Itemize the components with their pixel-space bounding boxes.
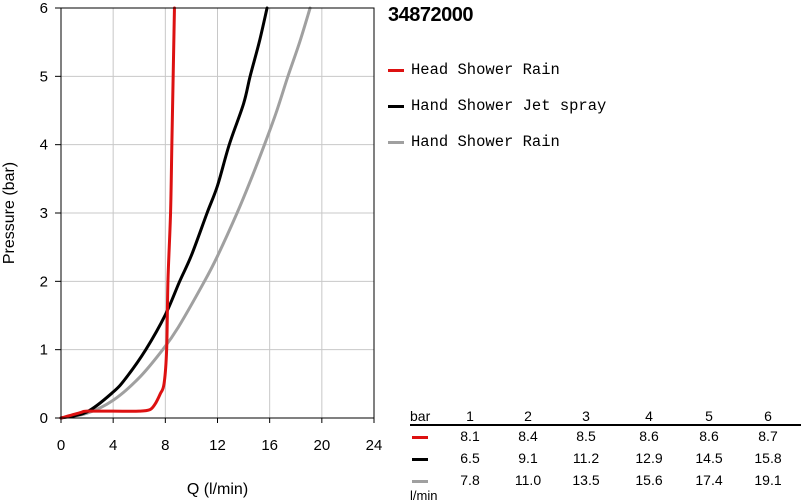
table-row: 7.8 11.0 13.5 15.6 17.4 19.1: [410, 470, 801, 492]
x-tick-label: 0: [57, 437, 65, 454]
table-cell: 17.4: [695, 472, 723, 488]
x-tick-label: 20: [313, 437, 330, 454]
table-header-cell: 4: [645, 408, 653, 424]
x-tick-label: 4: [109, 437, 117, 454]
legend-label: Head Shower Rain: [411, 61, 560, 79]
table-cell: 7.8: [460, 472, 480, 488]
y-axis-label: Pressure (bar): [1, 162, 18, 264]
table-row-swatch: [412, 436, 428, 439]
table-cell: 11.0: [514, 472, 542, 488]
legend-label: Hand Shower Jet spray: [411, 97, 607, 115]
pressure-unit-label: bar: [410, 408, 431, 424]
table-row-swatch: [412, 480, 428, 483]
table-cell: 8.4: [518, 428, 538, 444]
table-cell: 9.1: [518, 450, 538, 466]
table-cell: 6.5: [460, 450, 480, 466]
y-tick-labels: 0 1 2 3 4 5 6: [40, 0, 61, 427]
chart-grid: [60, 7, 375, 419]
table-header-cell: 3: [582, 408, 590, 424]
table-cell: 8.7: [758, 428, 778, 444]
x-tick-label: 24: [366, 437, 383, 454]
table-cell: 15.6: [635, 472, 663, 488]
x-tick-label: 12: [209, 437, 226, 454]
series-line-hand-shower-rain: [59, 6, 312, 420]
table-cell: 8.6: [699, 428, 719, 444]
table-cell: 8.6: [639, 428, 659, 444]
legend-swatch: [388, 68, 404, 72]
x-tick-label: 8: [161, 437, 169, 454]
chart-title: 34872000: [388, 4, 473, 26]
table-header-row: bar 1 2 3 4 5 6: [410, 406, 801, 426]
y-tick-label: 6: [40, 0, 48, 17]
x-axis-label: Q (l/min): [187, 481, 248, 498]
y-tick-label: 4: [40, 137, 48, 154]
chart-series-layer: [59, 6, 312, 420]
series-line-head-shower-rain: [59, 6, 176, 420]
x-tick-labels: 0 4 8 12 16 20 24: [57, 418, 383, 454]
table-cell: 12.9: [635, 450, 663, 466]
chart-legend: Head Shower Rain Hand Shower Jet spray H…: [388, 52, 606, 160]
table-cell: 8.1: [460, 428, 480, 444]
x-tick-label: 16: [261, 437, 278, 454]
table-cell: 15.8: [754, 450, 782, 466]
y-tick-label: 1: [40, 342, 48, 359]
y-tick-label: 0: [40, 410, 48, 427]
table-header-cell: 5: [705, 408, 713, 424]
legend-swatch: [388, 104, 404, 108]
flow-unit-label: l/min: [410, 488, 438, 503]
table-row-swatch: [412, 458, 428, 461]
table-header-cell: 1: [466, 408, 474, 424]
legend-item-hand-shower-jet-spray: Hand Shower Jet spray: [388, 88, 606, 124]
table-row: 8.1 8.4 8.5 8.6 8.6 8.7: [410, 426, 801, 448]
flow-rate-table: bar 1 2 3 4 5 6 8.1 8.4 8.5 8.6 8.6 8.7 …: [410, 406, 801, 503]
table-cell: 19.1: [754, 472, 782, 488]
series-line-hand-shower-jet-spray: [59, 6, 269, 420]
table-cell: 13.5: [572, 472, 600, 488]
table-row: 6.5 9.1 11.2 12.9 14.5 15.8: [410, 448, 801, 470]
table-cell: 8.5: [576, 428, 596, 444]
y-tick-label: 5: [40, 68, 48, 85]
table-cell: 11.2: [572, 450, 600, 466]
legend-item-head-shower-rain: Head Shower Rain: [388, 52, 606, 88]
table-cell: 14.5: [695, 450, 723, 466]
legend-swatch: [388, 140, 404, 144]
y-tick-label: 3: [40, 205, 48, 222]
y-tick-label: 2: [40, 273, 48, 290]
table-header-cell: 6: [764, 408, 772, 424]
table-header-cell: 2: [524, 408, 532, 424]
legend-item-hand-shower-rain: Hand Shower Rain: [388, 124, 606, 160]
legend-label: Hand Shower Rain: [411, 133, 560, 151]
